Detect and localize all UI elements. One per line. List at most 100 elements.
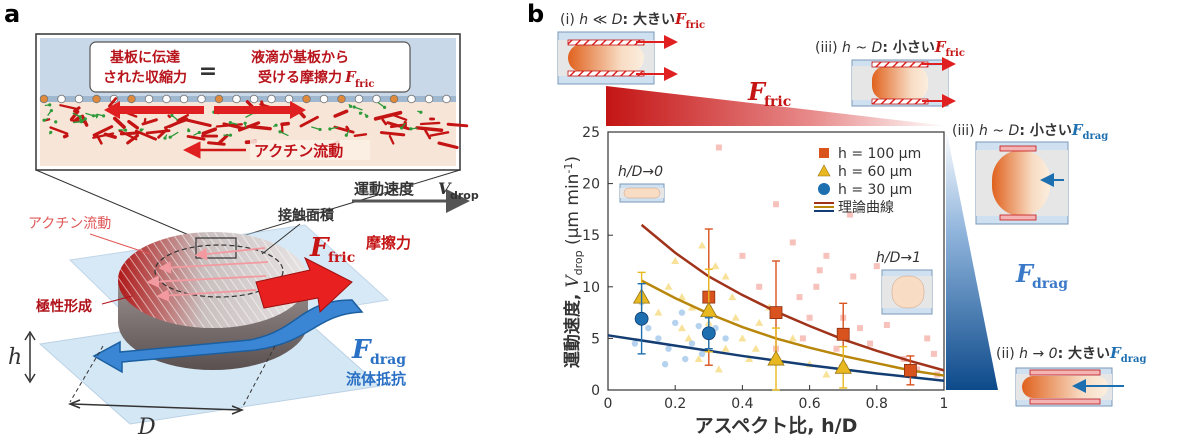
y-axis-label-exp: -1	[562, 163, 575, 174]
equation-box	[89, 41, 411, 93]
substrate-bead	[232, 94, 241, 104]
x-axis-label: アスペクト比, h/D	[695, 415, 858, 437]
actin-filament	[424, 129, 432, 140]
data-point-30um	[634, 311, 649, 326]
data-series	[632, 228, 917, 391]
h-label: h	[8, 345, 22, 370]
substrate-bead	[442, 94, 451, 104]
data-point-100um	[904, 363, 917, 377]
actin-filament	[167, 114, 172, 119]
substrate-bead	[74, 94, 84, 104]
actin-flow-inset-label: アクチン流動	[254, 142, 343, 160]
inset-low-aspect: h/D→0	[618, 164, 665, 203]
data-point-60um	[834, 358, 852, 374]
data-point-100um	[769, 306, 783, 320]
x-tick-label: 0.2	[664, 396, 686, 412]
background-points	[631, 144, 941, 378]
equation-left-line2: された収縮力	[103, 69, 187, 86]
d-label: D	[137, 415, 156, 440]
bg-point-100um	[833, 345, 840, 352]
actin-filament	[112, 116, 126, 129]
friction-label: 摩擦力	[366, 234, 411, 252]
b-f-drag-symbol: F	[1015, 259, 1035, 288]
bg-point-60um	[745, 355, 754, 363]
case-ii-symbol: F	[1109, 344, 1122, 362]
actin-filament	[141, 118, 158, 126]
bg-point-30um	[682, 355, 689, 363]
case-i-text: : 大きい	[622, 11, 674, 28]
bg-point-100um	[739, 252, 746, 259]
substrate-bead	[39, 94, 49, 104]
b-f-drag-sub: drag	[1032, 276, 1068, 292]
y-axis-label-unit: (µm min	[563, 174, 583, 251]
myosin-head	[49, 108, 53, 113]
f-fric-gradient-wedge	[606, 86, 948, 126]
y-tick-label: 20	[582, 177, 600, 193]
bg-point-30um	[665, 345, 672, 352]
actin-filament	[49, 126, 69, 135]
actin-filament	[215, 123, 243, 128]
y-tick-label: 25	[582, 125, 600, 141]
contact-area-outline	[154, 244, 284, 298]
fluid-drag-arrow	[92, 299, 364, 374]
case-ii-prefix: (ii)	[996, 346, 1019, 362]
y-tick-label: 0	[591, 383, 600, 399]
equation-equals: =	[199, 59, 217, 84]
x-tick-label: 0	[604, 396, 613, 412]
polarity-label: 極性形成	[36, 298, 92, 315]
myosin-head	[349, 104, 353, 109]
inset-high-label: h/D→1	[876, 250, 921, 266]
theory-curve-100um	[640, 223, 945, 372]
bg-point-100um	[816, 267, 823, 274]
bg-point-100um	[823, 252, 830, 259]
legend-label: 理論曲線	[838, 200, 894, 216]
actin-filament	[145, 129, 171, 135]
f-drag-symbol: F	[351, 335, 372, 365]
myosin-head	[228, 133, 233, 137]
equation-right-sub: fric	[355, 79, 374, 90]
bg-point-60um	[755, 318, 764, 326]
bg-point-30um	[645, 324, 652, 332]
myosin-head	[168, 135, 172, 139]
substrate-bead	[249, 94, 259, 104]
myosin-head	[123, 128, 128, 132]
case-iii-fric-text: : 小さい	[882, 40, 934, 56]
actin-filament	[217, 133, 229, 145]
contraction-arrow-left	[104, 101, 204, 119]
actin-filament	[59, 104, 78, 110]
bg-point-60um	[677, 293, 686, 301]
chart-legend: h = 100 µm h = 60 µm h = 30 µm 理論曲線	[814, 146, 921, 216]
y-tick-label: 15	[582, 228, 600, 244]
legend-label: h = 30 µm	[838, 182, 912, 198]
friction-big-arrow	[255, 256, 353, 314]
case-i-caption: (i) h ≪ D: 大きいFfric	[560, 10, 705, 31]
legend-label: h = 60 µm	[838, 164, 912, 180]
substrate-bead	[144, 94, 154, 104]
substrate-bead	[127, 94, 136, 104]
substrate-bead	[319, 94, 329, 104]
bg-point-100um	[867, 340, 874, 347]
actin-filament	[437, 141, 459, 150]
case-iii-drag-cond: h ~ D	[979, 123, 1020, 139]
substrate-bead	[57, 94, 66, 104]
case-iii-drag-text: : 小さい	[1019, 123, 1071, 139]
bg-point-100um	[789, 239, 796, 246]
bg-point-30um	[688, 340, 696, 347]
y-tick-label: 5	[591, 331, 600, 347]
myosin-head	[278, 130, 282, 134]
case-iii-drag-schematic	[975, 141, 1069, 225]
bg-point-100um	[846, 211, 853, 218]
myosin-head	[163, 136, 167, 140]
bg-point-30um	[722, 335, 729, 342]
zoom-line-right	[235, 169, 461, 239]
myosin-head	[409, 127, 413, 131]
substrate-bead	[302, 94, 311, 104]
actin-filament	[186, 134, 206, 141]
substrate-bead	[389, 94, 399, 104]
substrate-bead	[162, 94, 171, 104]
bg-point-100um	[930, 350, 937, 357]
bg-point-60um	[728, 293, 737, 301]
bg-point-60um	[721, 344, 730, 352]
svg-text:(iii) h ~ D: 小さいFfric: (iii) h ~ D: 小さいFfric	[815, 38, 965, 59]
